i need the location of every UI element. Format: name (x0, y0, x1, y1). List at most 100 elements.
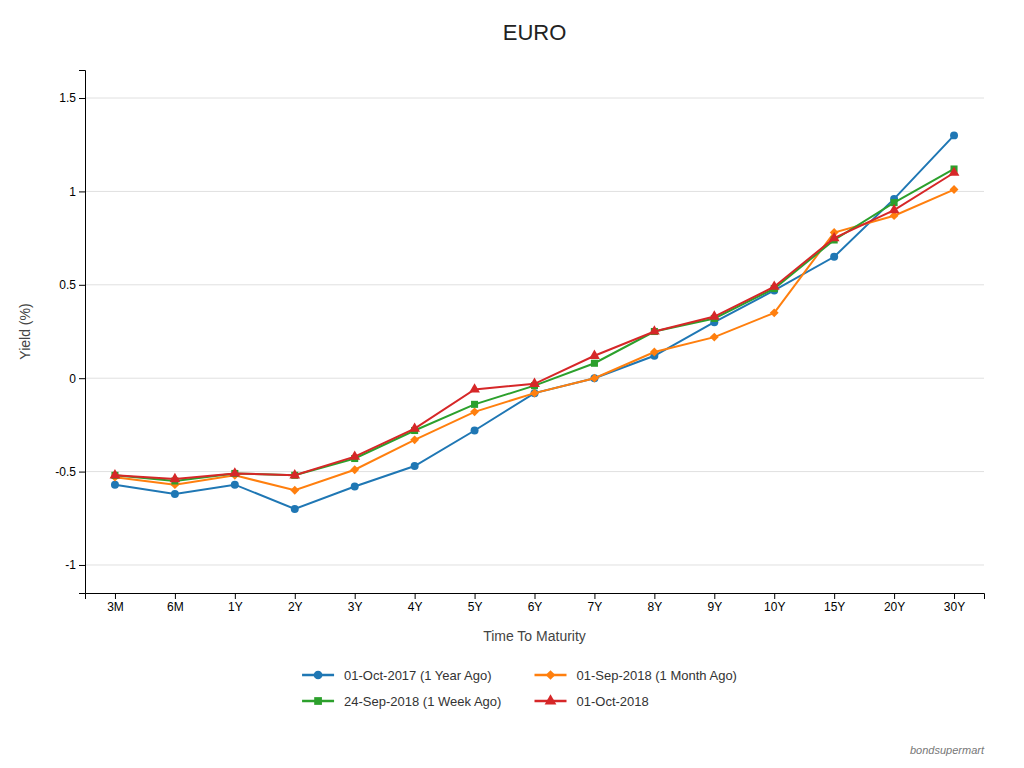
x-tick-mark (594, 593, 595, 599)
legend-label: 01-Oct-2017 (1 Year Ago) (344, 668, 491, 683)
x-tick: 20Y (884, 593, 905, 614)
x-tick-label: 6M (167, 600, 184, 614)
series-point (110, 469, 121, 478)
legend: 01-Oct-2017 (1 Year Ago) 01-Sep-2018 (1 M… (302, 668, 737, 709)
x-tick-label: 5Y (468, 600, 483, 614)
grid (85, 98, 984, 565)
x-tick-label: 9Y (707, 600, 722, 614)
y-tick-label: 1 (69, 185, 76, 199)
series-point (590, 374, 599, 383)
grid-line (85, 191, 984, 192)
y-tick: 1 (69, 185, 85, 199)
series-line (115, 135, 954, 509)
x-tick: 4Y (408, 593, 423, 614)
y-tick-mark (79, 98, 85, 99)
y-tick: 0.5 (59, 278, 85, 292)
annotation: bondsupermart (910, 744, 985, 756)
x-tick: 1Y (228, 593, 243, 614)
series-line (115, 169, 954, 481)
y-tick-label: 0.5 (59, 278, 76, 292)
x-tick-label: 30Y (944, 600, 965, 614)
series-point (950, 131, 958, 139)
series-point (229, 467, 240, 476)
y-tick-mark (79, 378, 85, 379)
series-point (769, 280, 780, 289)
x-tick-mark (115, 593, 116, 599)
x-tick: 6Y (528, 593, 543, 614)
x-tick-mark (355, 593, 356, 599)
x-axis: 3M6M1Y2Y3Y4Y5Y6Y7Y8Y9Y10Y15Y20Y30Y (86, 593, 985, 614)
x-tick-label: 2Y (288, 600, 303, 614)
x-tick-mark (894, 593, 895, 599)
series-group (110, 131, 960, 513)
series-point (650, 348, 659, 357)
y-tick-mark (79, 285, 85, 286)
x-tick-label: 10Y (764, 600, 785, 614)
x-tick-mark (295, 593, 296, 599)
series-point (111, 481, 119, 489)
y-tick-mark (79, 565, 85, 566)
y-tick-label: 1.5 (59, 91, 76, 105)
grid-line (85, 471, 984, 472)
grid-line (85, 98, 984, 99)
series-point (889, 204, 900, 213)
x-tick-mark (535, 593, 536, 599)
x-tick: 6M (167, 593, 184, 614)
series-point (531, 389, 539, 397)
legend-marker (314, 671, 323, 680)
series-line (115, 190, 954, 491)
y-tick: -1 (65, 558, 85, 572)
x-tick-mark (475, 593, 476, 599)
series-point (591, 360, 598, 367)
x-tick-mark (834, 593, 835, 599)
series-point (231, 481, 239, 489)
series-point (949, 167, 960, 176)
x-axis-line (86, 594, 985, 600)
x-tick-mark (235, 593, 236, 599)
x-tick-mark (954, 593, 955, 599)
x-tick-label: 7Y (588, 600, 603, 614)
legend-label: 01-Sep-2018 (1 Month Ago) (577, 668, 737, 683)
y-axis-line (79, 71, 86, 594)
x-tick: 10Y (764, 593, 785, 614)
series-point (291, 505, 299, 513)
x-tick-label: 3M (107, 600, 124, 614)
series-point (710, 333, 719, 342)
grid-line (85, 284, 984, 285)
series-point (289, 469, 300, 478)
series-point (529, 378, 540, 387)
series-point (830, 253, 838, 261)
x-axis-title: Time To Maturity (483, 628, 586, 644)
x-tick-label: 1Y (228, 600, 243, 614)
series-line (115, 173, 954, 479)
series-point (410, 435, 419, 444)
series-point (829, 232, 840, 241)
plot-area: -1 -0.5 0 0.5 1 1.5 3M 6M 1Y 2Y 3Y 4Y 5Y 6Y 7Y 8Y 9Y 10Y 1… (55, 71, 984, 614)
x-tick-mark (654, 593, 655, 599)
legend-marker (545, 694, 557, 704)
legend-item: 24-Sep-2018 (1 Week Ago) (302, 694, 501, 709)
x-tick: 30Y (944, 593, 965, 614)
series-point (950, 185, 959, 194)
x-tick: 9Y (707, 593, 722, 614)
x-tick-label: 20Y (884, 600, 905, 614)
x-tick-mark (415, 593, 416, 599)
x-tick: 7Y (588, 593, 603, 614)
y-tick: 1.5 (59, 91, 85, 105)
legend-label: 24-Sep-2018 (1 Week Ago) (344, 694, 501, 709)
series-point (290, 486, 299, 495)
y-axis: -1 -0.5 0 0.5 1 1.5 (55, 71, 85, 594)
series-point (770, 308, 779, 317)
y-tick-label: 0 (69, 372, 76, 386)
series-point (471, 427, 479, 435)
series-point (470, 407, 479, 416)
x-tick-mark (714, 593, 715, 599)
y-tick: -0.5 (55, 465, 85, 479)
series-point (350, 465, 359, 474)
legend-item: 01-Sep-2018 (1 Month Ago) (535, 668, 737, 683)
x-tick-label: 8Y (648, 600, 663, 614)
x-tick-label: 3Y (348, 600, 363, 614)
series-point (170, 473, 181, 482)
series-point (590, 374, 598, 382)
legend-item: 01-Oct-2017 (1 Year Ago) (302, 668, 491, 683)
